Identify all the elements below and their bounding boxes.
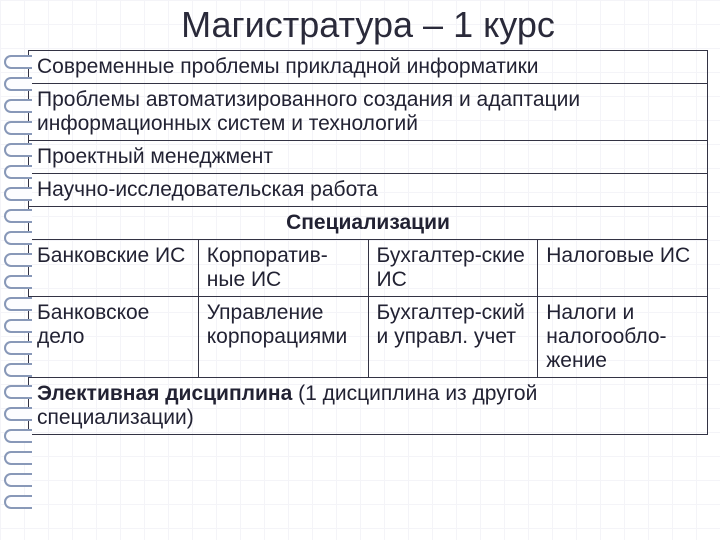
table-row: Научно-исследовательская работа (29, 174, 708, 207)
spec-col: Налоговые ИС (538, 240, 708, 297)
spec-title-row: Специализации (29, 207, 708, 240)
course-cell: Проектный менеджмент (29, 141, 708, 174)
slide-content: Магистратура – 1 курс Современные пробле… (28, 4, 708, 435)
curriculum-table: Современные проблемы прикладной информат… (28, 50, 708, 435)
table-row: Проектный менеджмент (29, 141, 708, 174)
spec-cell: Налоги и налогообло-жение (538, 297, 708, 378)
spec-cell: Управление корпорациями (198, 297, 368, 378)
spec-header-row: Банковские ИС Корпоратив-ные ИС Бухгалте… (29, 240, 708, 297)
course-cell: Научно-исследовательская работа (29, 174, 708, 207)
page-title: Магистратура – 1 курс (28, 4, 708, 46)
binder-rings (4, 55, 40, 517)
spec-col: Бухгалтер-ские ИС (368, 240, 538, 297)
spec-cell: Банковское дело (29, 297, 199, 378)
elective-cell: Элективная дисциплина (1 дисциплина из д… (29, 378, 708, 435)
spec-cell: Бухгалтер-ский и управл. учет (368, 297, 538, 378)
spec-col: Банковские ИС (29, 240, 199, 297)
elective-label: Элективная дисциплина (37, 382, 292, 405)
spec-col: Корпоратив-ные ИС (198, 240, 368, 297)
course-cell: Проблемы автоматизированного создания и … (29, 84, 708, 141)
spec-body-row: Банковское дело Управление корпорациями … (29, 297, 708, 378)
table-row: Проблемы автоматизированного создания и … (29, 84, 708, 141)
table-row: Современные проблемы прикладной информат… (29, 51, 708, 84)
spec-title: Специализации (29, 207, 708, 240)
course-cell: Современные проблемы прикладной информат… (29, 51, 708, 84)
elective-row: Элективная дисциплина (1 дисциплина из д… (29, 378, 708, 435)
